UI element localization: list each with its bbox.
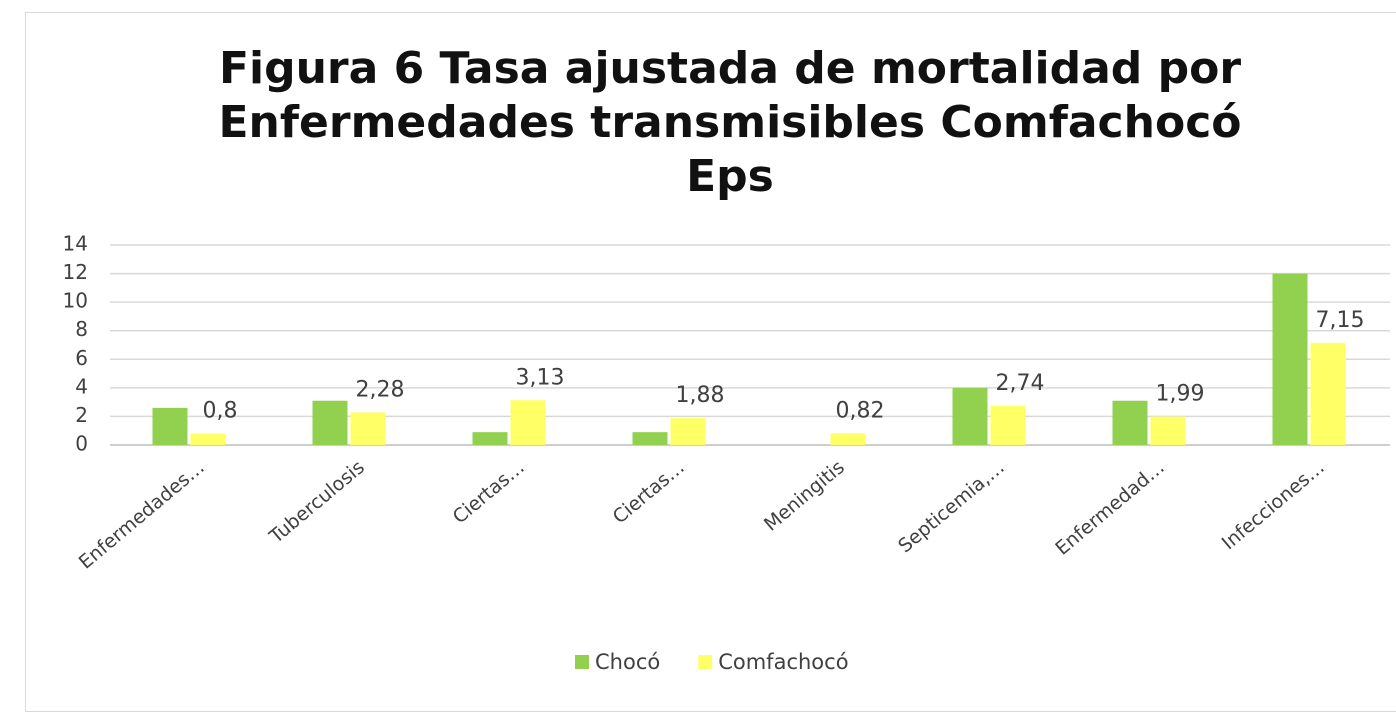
bar xyxy=(190,433,226,445)
data-label: 1,99 xyxy=(1156,382,1205,407)
chart-title: Figura 6 Tasa ajustada de mortalidad por… xyxy=(218,43,1242,202)
legend-label: Chocó xyxy=(595,650,660,674)
data-label: 7,15 xyxy=(1316,308,1365,333)
y-tick-label: 2 xyxy=(75,403,88,427)
x-tick-label: Septicemia,… xyxy=(894,456,1009,557)
bar xyxy=(472,432,508,445)
legend-swatch xyxy=(698,655,713,669)
y-tick-label: 8 xyxy=(75,317,88,341)
bar xyxy=(350,412,386,445)
bar xyxy=(1310,342,1346,445)
bar xyxy=(1272,273,1308,445)
data-label: 0,8 xyxy=(203,399,238,424)
bar xyxy=(990,405,1026,445)
y-tick-label: 10 xyxy=(63,289,88,313)
bar xyxy=(152,407,188,445)
bar xyxy=(632,432,668,445)
data-label: 0,82 xyxy=(836,398,885,423)
y-tick-label: 6 xyxy=(75,346,88,370)
x-tick-label: Meningitis xyxy=(760,456,849,535)
y-tick-label: 14 xyxy=(63,232,88,256)
data-label: 1,88 xyxy=(676,383,725,408)
data-label: 3,13 xyxy=(516,365,565,390)
x-tick-label: Ciertas… xyxy=(449,456,529,528)
y-tick-label: 12 xyxy=(63,260,88,284)
x-tick-label: Enfermedad… xyxy=(1051,456,1168,560)
x-tick-label: Ciertas… xyxy=(609,456,689,528)
y-tick-label: 4 xyxy=(75,374,88,398)
bar xyxy=(830,433,866,445)
bar xyxy=(1150,416,1186,445)
bar xyxy=(1112,400,1148,445)
bar xyxy=(510,400,546,445)
x-tick-label: Infecciones… xyxy=(1218,456,1329,554)
legend-label: Comfachocó xyxy=(718,650,848,674)
data-label: 2,74 xyxy=(996,371,1045,396)
x-tick-label: Enfermedades… xyxy=(75,456,209,573)
bar xyxy=(312,400,348,445)
legend-swatch xyxy=(575,655,589,669)
bar xyxy=(670,418,706,445)
y-tick-label: 0 xyxy=(75,432,88,456)
data-label: 2,28 xyxy=(356,377,405,402)
x-tick-label: Tuberculosis xyxy=(265,456,369,548)
bar xyxy=(952,387,988,445)
